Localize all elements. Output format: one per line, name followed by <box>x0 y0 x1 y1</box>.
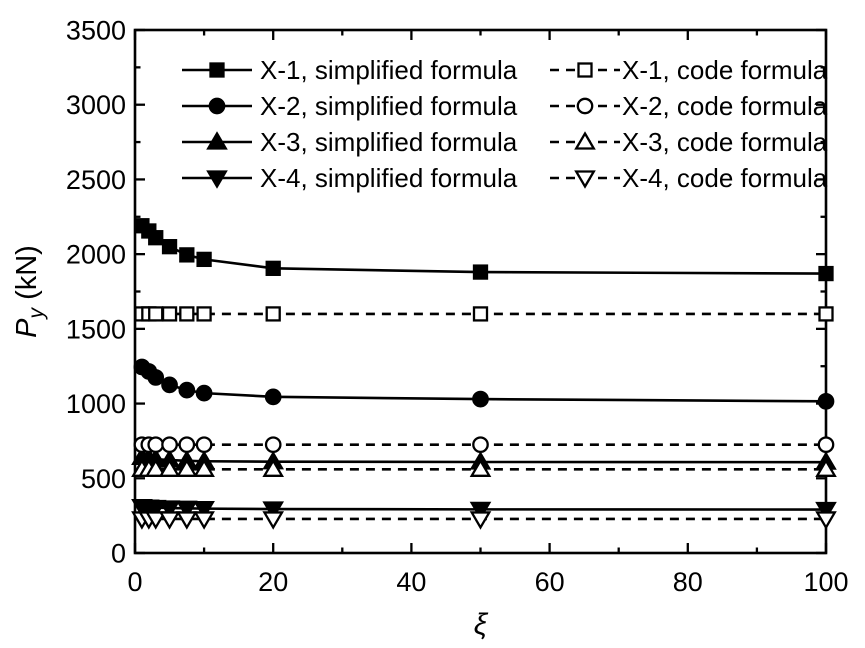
x-tick-label-60: 60 <box>535 567 565 597</box>
x-tick-label-100: 100 <box>803 567 848 597</box>
legend-entry-x-3-simplified-formula: X-3, simplified formula <box>182 127 518 157</box>
series-markers-x-4-code-formula <box>131 511 837 530</box>
legend-marker-x-2-simplified-formula-icon <box>208 97 226 115</box>
legend-entry-x-3-code-formula: X-3, code formula <box>550 127 828 157</box>
x-axis-label: ξ <box>474 608 489 641</box>
legend-entry-x-1-simplified-formula: X-1, simplified formula <box>182 55 518 85</box>
legend-entry-x-4-simplified-formula: X-4, simplified formula <box>182 163 518 193</box>
series-markers-x-4-simplified-formula <box>131 499 837 521</box>
x-tick-label-80: 80 <box>673 567 703 597</box>
series-markers-x-3-code-formula <box>131 458 837 477</box>
y-tick-label-2000: 2000 <box>66 240 126 270</box>
legend-marker-x-4-simplified-formula-icon <box>206 170 228 189</box>
legend-marker-x-3-code-formula-icon <box>574 131 596 150</box>
legend-entry-x-2-simplified-formula: X-2, simplified formula <box>182 91 518 121</box>
y-tick-label-1500: 1500 <box>66 314 126 344</box>
y-tick-label-3000: 3000 <box>66 90 126 120</box>
legend-label-x-1-simplified-formula: X-1, simplified formula <box>260 55 518 85</box>
legend-marker-x-4-code-formula-icon <box>574 170 596 189</box>
y-tick-label-3500: 3500 <box>66 16 126 46</box>
legend-marker-x-1-simplified-formula-icon <box>209 62 225 78</box>
y-tick-label-2500: 2500 <box>66 165 126 195</box>
legend-label-x-2-code-formula: X-2, code formula <box>622 91 828 121</box>
y-tick-label-500: 500 <box>81 464 126 494</box>
x-tick-label-0: 0 <box>127 567 142 597</box>
legend-entry-x-1-code-formula: X-1, code formula <box>550 55 828 85</box>
y-tick-label-1000: 1000 <box>66 389 126 419</box>
legend-label-x-4-simplified-formula: X-4, simplified formula <box>260 163 518 193</box>
x-tick-label-20: 20 <box>258 567 288 597</box>
legend-label-x-1-code-formula: X-1, code formula <box>622 55 828 85</box>
legend-marker-x-3-simplified-formula-icon <box>206 131 228 150</box>
legend-label-x-3-code-formula: X-3, code formula <box>622 127 828 157</box>
legend-label-x-3-simplified-formula: X-3, simplified formula <box>260 127 518 157</box>
y-tick-label-0: 0 <box>111 539 126 569</box>
legend-label-x-4-code-formula: X-4, code formula <box>622 163 828 193</box>
legend-label-x-2-simplified-formula: X-2, simplified formula <box>260 91 518 121</box>
y-axis-label: Py (kN) <box>11 245 48 338</box>
x-tick-label-40: 40 <box>396 567 426 597</box>
legend-marker-x-2-code-formula-icon <box>576 97 594 115</box>
legend-entry-x-2-code-formula: X-2, code formula <box>550 91 828 121</box>
series-markers-x-1-code-formula <box>134 306 834 322</box>
series-markers-x-2-code-formula <box>133 436 835 454</box>
series-markers-x-2-simplified-formula <box>133 358 835 410</box>
legend-marker-x-1-code-formula-icon <box>577 62 593 78</box>
series-markers-x-1-simplified-formula <box>134 218 834 282</box>
axis-ticks <box>133 28 828 555</box>
legend-entry-x-4-code-formula: X-4, code formula <box>550 163 828 193</box>
